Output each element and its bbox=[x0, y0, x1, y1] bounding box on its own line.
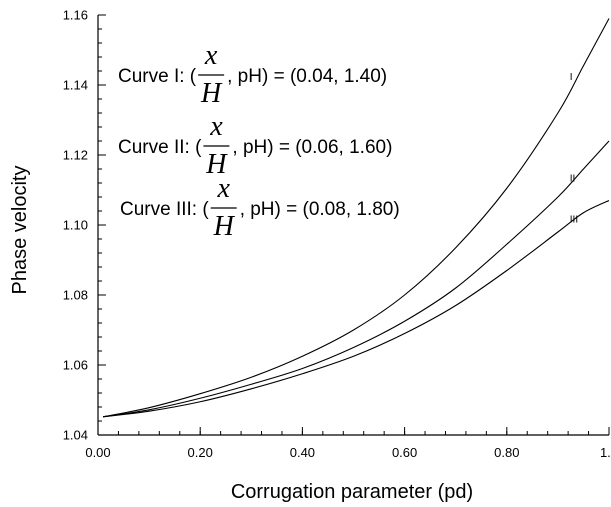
y-tick-label: 1.06 bbox=[63, 358, 88, 373]
y-tick-label: 1.10 bbox=[63, 218, 88, 233]
curve-label-ii: II bbox=[570, 173, 576, 184]
y-tick-label: 1.14 bbox=[63, 78, 88, 93]
y-tick-label: 1.08 bbox=[63, 288, 88, 303]
fraction-numerator: x bbox=[209, 111, 223, 142]
annotation-curve-1: Curve I: ( xH, pH) = (0.04, 1.40) bbox=[118, 40, 387, 109]
fraction-numerator: x bbox=[216, 173, 230, 204]
annotations: Curve I: (xH, pH) = (0.04, 1.40)Curve II… bbox=[118, 40, 400, 242]
fraction-numerator: x bbox=[204, 40, 218, 71]
curve-label-iii: III bbox=[570, 215, 578, 226]
annotation-prefix: Curve III: ( bbox=[120, 199, 209, 220]
y-tick-label: 1.16 bbox=[63, 8, 88, 23]
annotation-suffix: , pH) = (0.04, 1.40) bbox=[227, 66, 387, 87]
x-axis-title: Corrugation parameter (pd) bbox=[231, 481, 473, 503]
series-line-iii bbox=[103, 200, 610, 418]
y-axis-title: Phase velocity bbox=[9, 166, 31, 295]
annotation-curve-3: Curve III: ( xH, pH) = (0.08, 1.80) bbox=[120, 173, 400, 242]
fraction-denominator: H bbox=[200, 78, 223, 109]
annotation-prefix: Curve I: ( bbox=[118, 66, 197, 87]
annotation-suffix: , pH) = (0.08, 1.80) bbox=[240, 199, 400, 220]
y-tick-label: 1.12 bbox=[63, 148, 88, 163]
x-tick-label: 0.00 bbox=[85, 445, 110, 460]
x-tick-label: 0.80 bbox=[494, 445, 519, 460]
series-line-i bbox=[103, 18, 610, 418]
x-tick-label: 0.20 bbox=[188, 445, 213, 460]
annotation-suffix: , pH) = (0.06, 1.60) bbox=[232, 137, 392, 158]
y-tick-label: 1.04 bbox=[63, 428, 88, 443]
x-tick-label: 0.60 bbox=[392, 445, 417, 460]
axes: 1.04 1.06 1.08 1.10 1.12 1.14 1.16 0.00 0.20 0.40… bbox=[63, 8, 611, 461]
series-line-ii bbox=[103, 140, 610, 418]
fraction-denominator: H bbox=[205, 149, 228, 180]
x-tick-label: 1.0 bbox=[600, 445, 611, 460]
annotation-curve-2: Curve II: ( xH, pH) = (0.06, 1.60) bbox=[118, 111, 392, 180]
series-lines bbox=[103, 18, 610, 418]
curve-label-i: I bbox=[570, 72, 573, 83]
x-tick-label: 0.40 bbox=[290, 445, 315, 460]
annotation-prefix: Curve II: ( bbox=[118, 137, 202, 158]
fraction-denominator: H bbox=[213, 211, 236, 242]
